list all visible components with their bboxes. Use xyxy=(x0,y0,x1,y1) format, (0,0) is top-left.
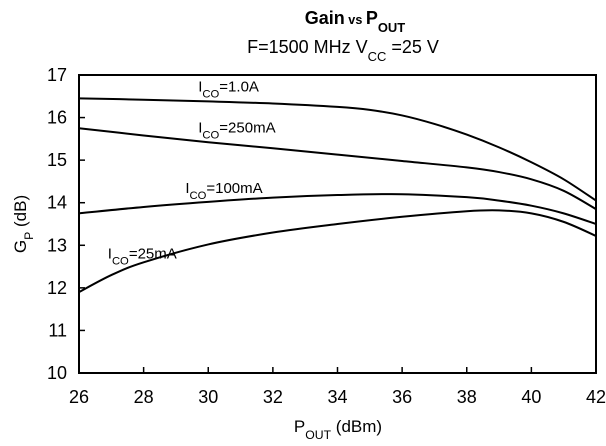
chart-subtitle: F=1500 MHz VCC =25 V xyxy=(247,37,439,64)
x-axis: 26 28 30 32 34 36 38 40 42 xyxy=(69,367,606,407)
series-group xyxy=(78,97,597,293)
x-tick-label: 42 xyxy=(586,387,606,407)
x-tick-label: 30 xyxy=(198,387,218,407)
x-tick-label: 28 xyxy=(134,387,154,407)
series-line-4 xyxy=(78,209,597,293)
x-tick-label: 32 xyxy=(263,387,283,407)
x-tick-label: 34 xyxy=(327,387,347,407)
series-label-4: ICO=25mA xyxy=(108,246,177,268)
y-tick-label: 11 xyxy=(48,320,67,340)
series-label-2: ICO=250mA xyxy=(198,119,275,141)
y-tick-label: 16 xyxy=(47,108,67,128)
x-tick-label: 40 xyxy=(521,387,541,407)
y-axis: 10 11 12 13 14 15 16 17 xyxy=(47,65,85,383)
y-tick-label: 15 xyxy=(47,150,67,170)
series-line-3 xyxy=(78,193,597,225)
series-labels: ICO=1.0A ICO=250mA ICO=100mA ICO=25mA xyxy=(108,78,276,267)
y-tick-label: 12 xyxy=(47,278,67,298)
x-tick-label: 36 xyxy=(392,387,412,407)
series-line-1 xyxy=(78,97,597,202)
series-label-3: ICO=100mA xyxy=(185,180,262,202)
y-axis-title: GP (dB) xyxy=(11,195,36,253)
x-tick-label: 26 xyxy=(69,387,89,407)
y-tick-label: 10 xyxy=(47,363,67,383)
chart-title: Gain vs POUT xyxy=(305,8,405,35)
y-tick-label: 14 xyxy=(47,193,67,213)
x-tick-label: 38 xyxy=(457,387,477,407)
y-tick-label: 17 xyxy=(47,65,67,85)
x-axis-title: POUT (dBm) xyxy=(294,417,382,441)
series-line-2 xyxy=(78,127,597,210)
y-tick-label: 13 xyxy=(47,235,67,255)
series-label-1: ICO=1.0A xyxy=(198,78,259,100)
